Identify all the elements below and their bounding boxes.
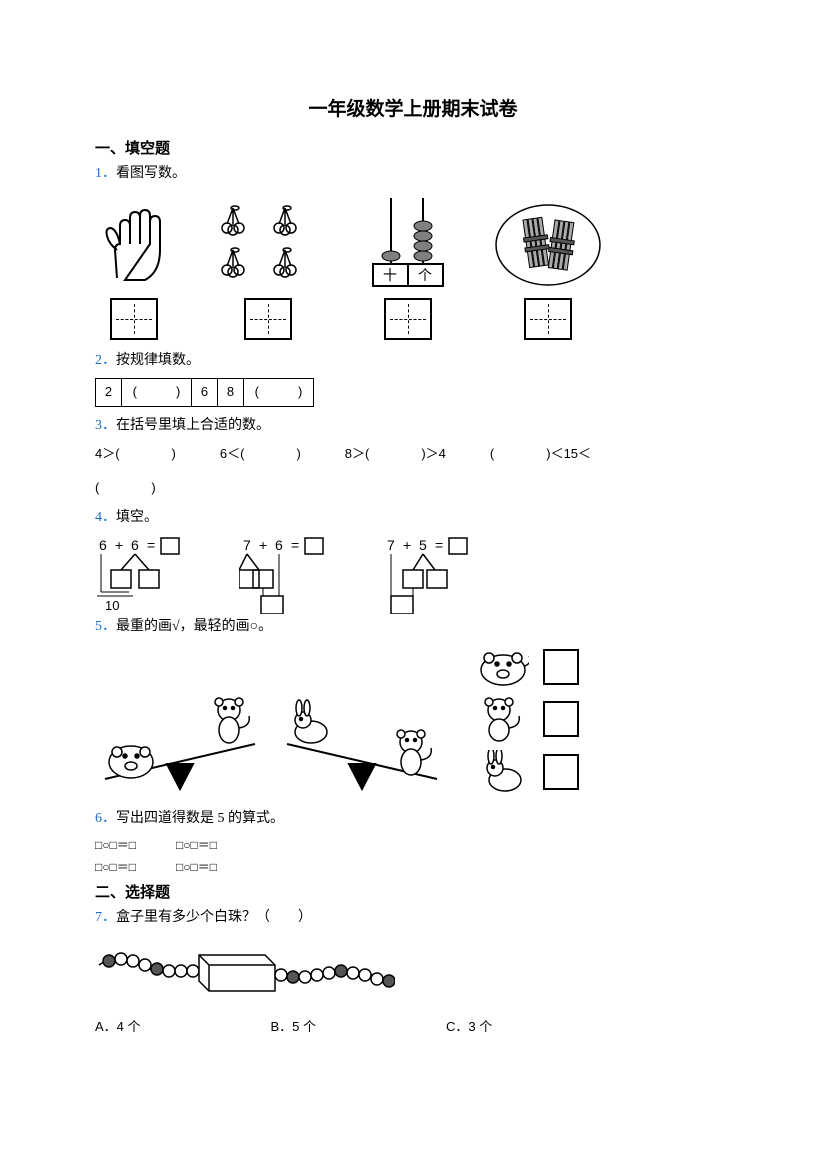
q6-text: 写出四道得数是 5 的算式。 xyxy=(116,811,284,826)
seq-cell-blank[interactable]: ( ) xyxy=(122,379,192,407)
q1-text: 看图写数。 xyxy=(116,166,186,181)
q3-text: 在括号里填上合适的数。 xyxy=(116,418,270,433)
q1-sticks-col xyxy=(493,200,603,340)
q6-number: 6． xyxy=(95,811,116,826)
q7-option-b[interactable]: B．5 个 xyxy=(271,1017,317,1038)
q7-number: 7． xyxy=(95,910,116,925)
question-5: 5．最重的画√，最轻的画○。 xyxy=(95,616,731,638)
q7-option-a[interactable]: A．4 个 xyxy=(95,1017,141,1038)
question-7: 7．盒子里有多少个白珠？（ ） xyxy=(95,907,731,929)
svg-text:+: + xyxy=(403,537,411,553)
beads-box-icon xyxy=(95,935,395,1005)
q5-checkbox-column xyxy=(477,646,579,794)
answer-grid[interactable] xyxy=(524,298,572,340)
q2-text: 按规律填数。 xyxy=(116,353,200,368)
abacus-ones-label: 个 xyxy=(418,268,432,284)
q3-blank-d[interactable]: ( )＜15＜ xyxy=(490,444,591,465)
q5-balance-area xyxy=(95,646,731,794)
q6-blank[interactable]: □○□＝□ xyxy=(95,836,136,855)
question-1: 1．看图写数。 xyxy=(95,163,731,185)
section-2-heading: 二、选择题 xyxy=(95,881,731,905)
q3-blank-a[interactable]: 4＞( ) xyxy=(95,444,176,465)
abacus-icon: 十 个 xyxy=(363,194,453,290)
q6-blank[interactable]: □○□＝□ xyxy=(95,858,136,877)
q6-blank[interactable]: □○□＝□ xyxy=(176,858,217,877)
q7-option-c[interactable]: C．3 个 xyxy=(446,1017,492,1038)
page-title: 一年级数学上册期末试卷 xyxy=(95,95,731,125)
svg-text:6: 6 xyxy=(275,537,283,553)
q5-monkey-row xyxy=(477,696,579,742)
seq-cell-blank[interactable]: ( ) xyxy=(244,379,314,407)
question-3: 3．在括号里填上合适的数。 xyxy=(95,415,731,437)
q5-pig-row xyxy=(477,646,579,688)
q6-row-2: □○□＝□ □○□＝□ xyxy=(95,858,731,877)
pig-icon xyxy=(477,646,529,688)
q5-text: 最重的画√，最轻的画○。 xyxy=(116,619,272,634)
q5-rabbit-row xyxy=(477,750,579,794)
rabbit-checkbox[interactable] xyxy=(543,754,579,790)
svg-text:6: 6 xyxy=(131,537,139,553)
question-4: 4．填空。 xyxy=(95,507,731,529)
q3-blank-b[interactable]: 6＜( ) xyxy=(220,444,301,465)
svg-text:10: 10 xyxy=(105,598,119,613)
q1-images-row: 十 个 xyxy=(95,194,731,340)
q4-text: 填空。 xyxy=(116,510,158,525)
seq-cell[interactable]: 2 xyxy=(96,379,122,407)
svg-text:7: 7 xyxy=(243,537,251,553)
sticks-icon xyxy=(493,200,603,290)
q7-options: A．4 个 B．5 个 C．3 个 xyxy=(95,1017,731,1038)
q4-number: 4． xyxy=(95,510,116,525)
q3-line2[interactable]: ( ) xyxy=(95,478,731,499)
pig-checkbox[interactable] xyxy=(543,649,579,685)
seq-cell[interactable]: 6 xyxy=(192,379,218,407)
rabbit-icon xyxy=(477,750,529,794)
q4-equations: 6 + 6 = 10 7 + 6 = 7 + 5 = xyxy=(95,536,731,614)
section-1-heading: 一、填空题 xyxy=(95,137,731,161)
q7-text: 盒子里有多少个白珠？（ ） xyxy=(116,910,312,925)
hand-icon xyxy=(95,200,173,290)
svg-text:=: = xyxy=(147,537,155,553)
q6-blank[interactable]: □○□＝□ xyxy=(176,836,217,855)
q3-number: 3． xyxy=(95,418,116,433)
q4-eq2: 7 + 6 = xyxy=(239,536,359,614)
seq-cell[interactable]: 8 xyxy=(218,379,244,407)
q4-eq3: 7 + 5 = xyxy=(383,536,503,614)
seesaw-pig-monkey-icon xyxy=(95,674,265,794)
svg-text:6: 6 xyxy=(99,537,107,553)
svg-text:+: + xyxy=(115,537,123,553)
q1-abacus-col: 十 个 xyxy=(363,194,453,340)
svg-text:5: 5 xyxy=(419,537,427,553)
abacus-tens-label: 十 xyxy=(383,268,397,284)
monkey-icon xyxy=(477,696,529,742)
monkey-checkbox[interactable] xyxy=(543,701,579,737)
svg-text:=: = xyxy=(435,537,443,553)
question-6: 6．写出四道得数是 5 的算式。 xyxy=(95,808,731,830)
q1-number: 1． xyxy=(95,166,116,181)
svg-text:+: + xyxy=(259,537,267,553)
svg-text:=: = xyxy=(291,537,299,553)
q1-cherries-col xyxy=(213,200,323,340)
cherries-icon xyxy=(213,200,323,290)
q2-number: 2． xyxy=(95,353,116,368)
q2-sequence-table: 2 ( ) 6 8 ( ) xyxy=(95,378,314,407)
q4-eq1: 6 + 6 = 10 xyxy=(95,536,215,614)
q3-blank-c[interactable]: 8＞( )＞4 xyxy=(345,444,446,465)
q6-row-1: □○□＝□ □○□＝□ xyxy=(95,836,731,855)
answer-grid[interactable] xyxy=(244,298,292,340)
q5-number: 5． xyxy=(95,619,116,634)
answer-grid[interactable] xyxy=(110,298,158,340)
q3-line1: 4＞( ) 6＜( ) 8＞( )＞4 ( )＜15＜ xyxy=(95,444,731,465)
question-2: 2．按规律填数。 xyxy=(95,350,731,372)
svg-text:7: 7 xyxy=(387,537,395,553)
answer-grid[interactable] xyxy=(384,298,432,340)
q1-hand-col xyxy=(95,200,173,340)
seesaw-rabbit-monkey-icon xyxy=(277,674,447,794)
